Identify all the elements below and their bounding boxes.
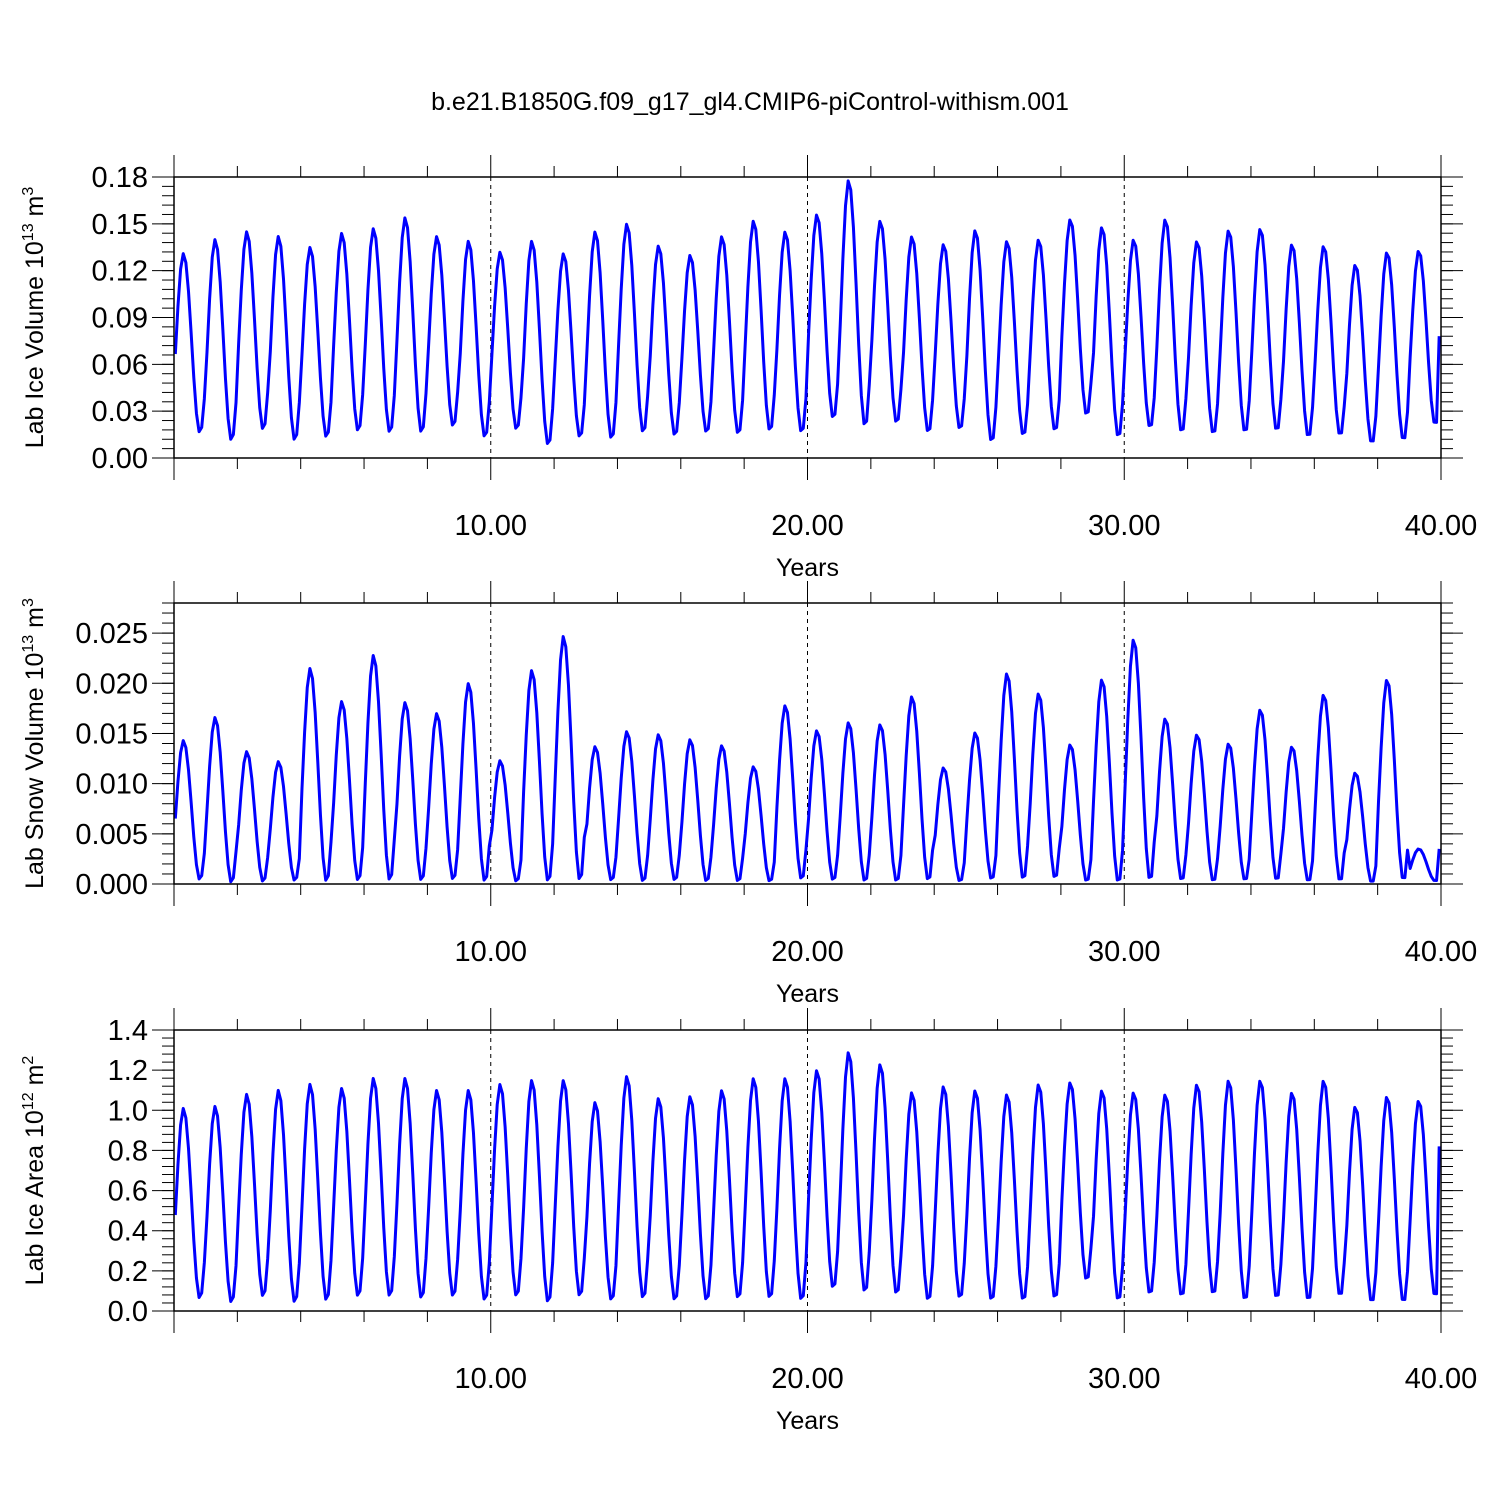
y-tick-label: 1.4 xyxy=(108,1015,148,1047)
x-axis-label: Years xyxy=(776,554,839,582)
data-series-line xyxy=(173,179,1441,445)
y-tick-label: 0.00 xyxy=(92,443,148,475)
x-tick-label: 30.00 xyxy=(1088,510,1161,542)
y-axis-label: Lab Snow Volume 1013 m3 xyxy=(20,598,49,889)
y-tick-label: 0.010 xyxy=(75,769,148,801)
y-tick-label: 0.0 xyxy=(108,1296,148,1328)
lab-ice-volume-panel: 0.00 0.03 0.06 0.09 0.12 0.15 0.18 10.00 20.00 30… xyxy=(20,155,1477,582)
plot-frame xyxy=(173,1029,1442,1312)
y-tick-label: 0.025 xyxy=(75,618,148,650)
lab-ice-area-panel: 0.0 0.2 0.4 0.6 0.8 1.0 1.2 1.4 10.00 20.00 30.00 4… xyxy=(20,1008,1477,1435)
x-tick-label: 30.00 xyxy=(1088,936,1161,968)
y-tick-label: 1.2 xyxy=(108,1055,148,1087)
x-tick-label: 10.00 xyxy=(454,510,527,542)
y-tick-label: 0.000 xyxy=(75,869,148,901)
x-tick-label: 20.00 xyxy=(771,936,844,968)
x-tick-label: 20.00 xyxy=(771,510,844,542)
x-tick-label: 40.00 xyxy=(1405,510,1478,542)
x-axis-label: Years xyxy=(776,980,839,1008)
y-tick-label: 0.12 xyxy=(92,256,148,288)
x-tick-label: 30.00 xyxy=(1088,1363,1161,1395)
y-tick-label: 0.03 xyxy=(92,396,148,428)
y-tick-label: 0.015 xyxy=(75,718,148,750)
x-tick-label: 40.00 xyxy=(1405,1363,1478,1395)
x-tick-label: 20.00 xyxy=(771,1363,844,1395)
y-tick-label: 0.09 xyxy=(92,303,148,335)
y-tick-label: 1.0 xyxy=(108,1095,148,1127)
y-tick-label: 0.06 xyxy=(92,349,148,381)
x-tick-label: 40.00 xyxy=(1405,936,1478,968)
y-tick-label: 0.4 xyxy=(108,1216,148,1248)
data-series-line xyxy=(173,635,1441,884)
x-tick-label: 10.00 xyxy=(454,936,527,968)
lab-snow-volume-panel: 0.000 0.005 0.010 0.015 0.020 0.025 10.00 20.00… xyxy=(20,581,1477,1008)
plot-frame xyxy=(173,176,1442,459)
data-series-line xyxy=(173,1051,1441,1303)
x-tick-label: 10.00 xyxy=(454,1363,527,1395)
y-tick-label: 0.005 xyxy=(75,819,148,851)
x-axis-label: Years xyxy=(776,1407,839,1435)
y-axis-label: Lab Ice Area 1012 m2 xyxy=(20,1056,49,1286)
y-tick-label: 0.020 xyxy=(75,668,148,700)
y-tick-label: 0.8 xyxy=(108,1135,148,1167)
y-tick-label: 0.18 xyxy=(92,162,148,194)
plot-frame xyxy=(173,602,1442,885)
y-tick-label: 0.2 xyxy=(108,1256,148,1288)
y-tick-label: 0.6 xyxy=(108,1176,148,1208)
chart-title: b.e21.B1850G.f09_g17_gl4.CMIP6-piControl… xyxy=(431,88,1069,116)
y-tick-label: 0.15 xyxy=(92,209,148,241)
y-axis-label: Lab Ice Volume 1013 m3 xyxy=(20,187,49,449)
